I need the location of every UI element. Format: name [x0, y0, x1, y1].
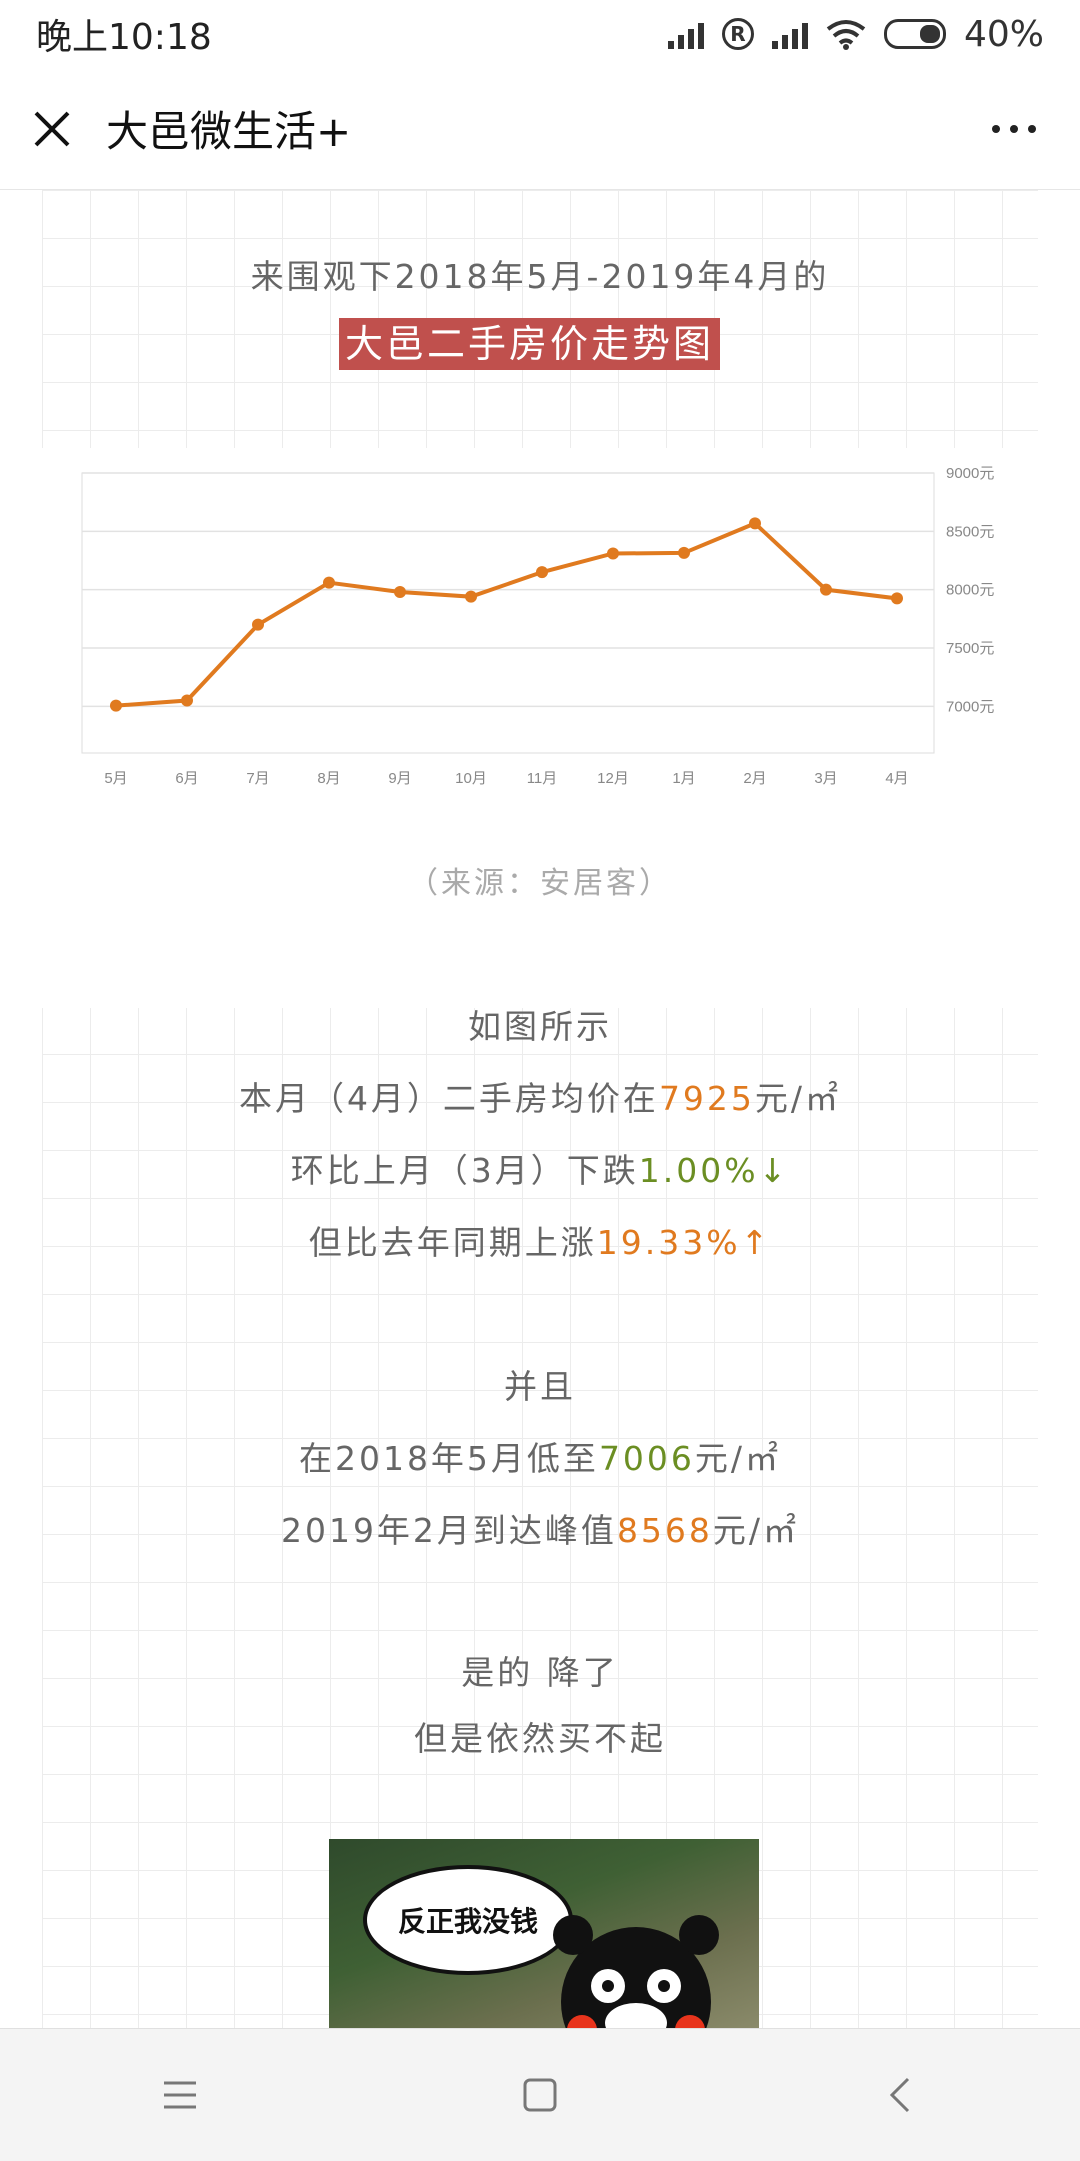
x-tick-label: 7月 — [246, 770, 269, 787]
low-price-value: 7006 — [598, 1439, 695, 1478]
battery-icon — [883, 19, 946, 49]
series-line — [115, 521, 898, 708]
y-tick-label: 7500元 — [946, 640, 994, 657]
kumamon-bear — [553, 1915, 719, 2028]
menu-icon — [164, 2081, 196, 2109]
x-tick-label: 3月 — [814, 770, 837, 787]
para1-line1: 如图所示 — [468, 1007, 612, 1046]
article-content[interactable]: 来围观下2018年5月-2019年4月的 大邑二手房价走势图 7000元 7500… — [42, 190, 1038, 2028]
data-point — [252, 618, 264, 631]
up-arrow-icon: ↑ — [740, 1223, 772, 1262]
para2-line1: 并且 — [504, 1367, 576, 1406]
battery-percent: 40% — [963, 13, 1044, 55]
status-icons: R 40% — [667, 13, 1044, 55]
y-tick-label: 7000元 — [946, 698, 994, 715]
avg-price-value: 7925 — [658, 1079, 755, 1118]
para1-line3: 环比上月（3月）下跌1.00%↓ — [290, 1151, 790, 1190]
price-trend-chart: 7000元 7500元 8000元 8500元 9000元 5月 6月 7月 8月 9月 10月 1… — [42, 448, 1038, 1008]
back-button[interactable] — [855, 2050, 945, 2140]
source-note: （来源：安居客） — [408, 866, 672, 901]
y-tick-label: 9000元 — [946, 465, 994, 482]
signal-icon — [667, 19, 704, 49]
yoy-change-value: 19.33% — [596, 1223, 741, 1262]
data-point — [749, 517, 761, 530]
data-point — [820, 583, 832, 596]
more-button[interactable] — [984, 104, 1044, 154]
status-bar: 晚上10:18 R 40% — [0, 0, 1080, 68]
plot-frame — [81, 472, 935, 754]
x-tick-label: 12月 — [597, 770, 629, 787]
intro-text: 来围观下2018年5月-2019年4月的 — [250, 257, 830, 296]
data-point — [323, 576, 335, 589]
x-tick-label: 5月 — [104, 770, 127, 787]
close-button[interactable] — [22, 99, 82, 159]
para3-line1: 是的 降了 — [461, 1653, 619, 1692]
x-tick-label: 2月 — [743, 770, 766, 787]
peak-price-value: 8568 — [616, 1511, 713, 1550]
x-tick-label: 9月 — [388, 770, 411, 787]
signal-icon — [771, 19, 808, 49]
x-tick-label: 4月 — [885, 770, 908, 787]
wifi-icon — [826, 20, 866, 50]
headline-highlight: 大邑二手房价走势图 — [339, 318, 721, 370]
meme-sticker-image: 反正我没钱 — [329, 1839, 759, 2028]
x-tick-label: 8月 — [317, 770, 340, 787]
home-icon — [523, 2078, 557, 2112]
status-time: 晚上10:18 — [36, 17, 212, 58]
data-point — [891, 592, 903, 605]
para3-line2: 但是依然买不起 — [414, 1719, 666, 1758]
data-point — [110, 699, 122, 712]
back-icon — [889, 2077, 910, 2113]
data-point — [607, 547, 619, 560]
close-icon — [34, 111, 70, 146]
data-point — [394, 586, 406, 598]
data-point — [678, 546, 690, 559]
para2-line2: 在2018年5月低至7006元/㎡ — [298, 1439, 782, 1478]
system-nav-bar — [0, 2028, 1080, 2161]
menu-button[interactable] — [135, 2050, 225, 2140]
roaming-icon: R — [721, 18, 754, 50]
home-button[interactable] — [495, 2050, 585, 2140]
title-bar: 大邑微生活+ — [0, 68, 1080, 190]
x-tick-label: 11月 — [527, 770, 558, 787]
x-tick-label: 6月 — [175, 770, 198, 787]
para1-line4: 但比去年同期上涨19.33%↑ — [308, 1223, 772, 1262]
data-point — [181, 694, 193, 707]
para1-line2: 本月（4月）二手房均价在7925元/㎡ — [238, 1079, 842, 1118]
y-tick-label: 8000元 — [946, 582, 994, 599]
para2-line3: 2019年2月到达峰值8568元/㎡ — [280, 1511, 800, 1550]
chart-svg: 7000元 7500元 8000元 8500元 9000元 5月 6月 7月 8月 9月 10月 1… — [81, 465, 994, 787]
data-point — [536, 566, 548, 579]
page-title: 大邑微生活+ — [106, 107, 352, 156]
more-icon — [992, 125, 1000, 133]
x-tick-label: 1月 — [672, 770, 695, 787]
speech-bubble: 反正我没钱 — [363, 1865, 573, 1975]
data-point — [465, 590, 477, 603]
mom-change-value: 1.00% — [638, 1151, 759, 1190]
down-arrow-icon: ↓ — [758, 1151, 790, 1190]
x-tick-label: 10月 — [455, 770, 487, 787]
y-tick-label: 8500元 — [946, 523, 994, 540]
